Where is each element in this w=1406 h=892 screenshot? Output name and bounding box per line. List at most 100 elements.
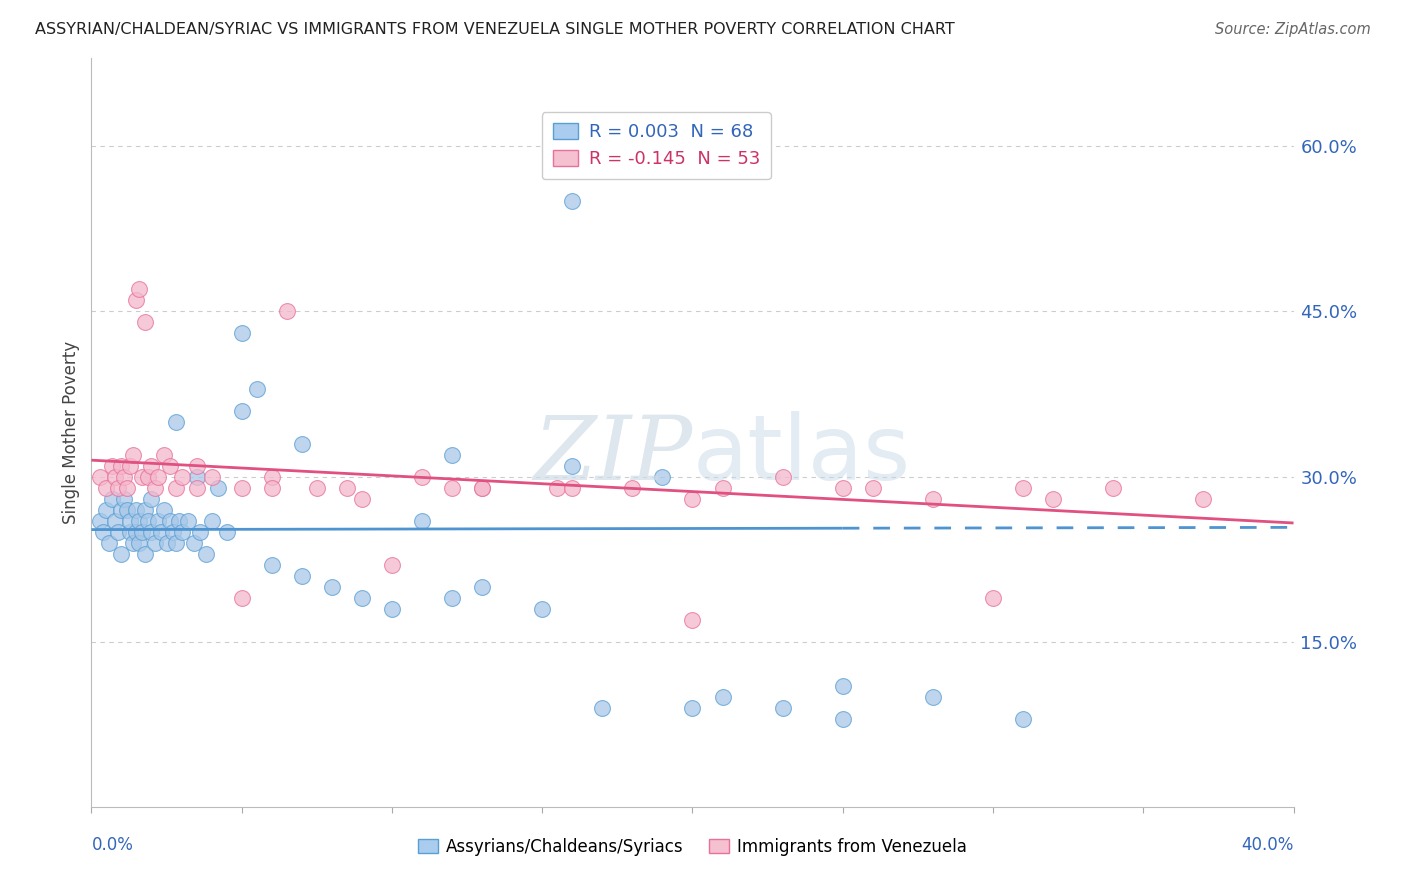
Point <box>711 481 734 495</box>
Point <box>170 524 193 539</box>
Point <box>125 293 148 308</box>
Point <box>336 481 359 495</box>
Point <box>114 469 136 483</box>
Point <box>131 524 153 539</box>
Point <box>260 481 283 495</box>
Point <box>305 481 328 495</box>
Point <box>93 524 115 539</box>
Point <box>149 524 172 539</box>
Point <box>321 580 343 594</box>
Point <box>546 481 568 495</box>
Point <box>471 481 494 495</box>
Point <box>711 690 734 704</box>
Point <box>167 514 190 528</box>
Point <box>276 304 298 318</box>
Point <box>96 481 118 495</box>
Point <box>122 536 145 550</box>
Point <box>143 536 166 550</box>
Point <box>89 469 111 483</box>
Point <box>98 536 121 550</box>
Point <box>131 469 153 483</box>
Point <box>165 536 187 550</box>
Point <box>350 591 373 605</box>
Point <box>159 458 181 473</box>
Point <box>146 469 169 483</box>
Point <box>561 481 583 495</box>
Point <box>561 194 583 209</box>
Point <box>471 580 494 594</box>
Point <box>146 514 169 528</box>
Point <box>104 469 127 483</box>
Point <box>117 481 139 495</box>
Point <box>772 701 794 715</box>
Point <box>1012 481 1035 495</box>
Point <box>561 458 583 473</box>
Point <box>125 502 148 516</box>
Point <box>114 491 136 506</box>
Point <box>138 469 160 483</box>
Point <box>104 514 127 528</box>
Point <box>231 591 253 605</box>
Point <box>411 514 433 528</box>
Point <box>215 524 238 539</box>
Text: atlas: atlas <box>692 411 911 500</box>
Point <box>440 591 463 605</box>
Point <box>291 436 314 450</box>
Point <box>440 448 463 462</box>
Y-axis label: Single Mother Poverty: Single Mother Poverty <box>62 341 80 524</box>
Point <box>201 469 224 483</box>
Point <box>1012 712 1035 726</box>
Point <box>591 701 613 715</box>
Text: 0.0%: 0.0% <box>91 836 134 854</box>
Point <box>922 690 945 704</box>
Point <box>231 481 253 495</box>
Point <box>381 602 404 616</box>
Point <box>260 558 283 572</box>
Point <box>381 558 404 572</box>
Point <box>122 448 145 462</box>
Point <box>120 524 142 539</box>
Point <box>1102 481 1125 495</box>
Point <box>621 481 644 495</box>
Point <box>155 536 177 550</box>
Point <box>862 481 884 495</box>
Point <box>772 469 794 483</box>
Point <box>1192 491 1215 506</box>
Point <box>176 514 198 528</box>
Point <box>107 524 129 539</box>
Point <box>96 502 118 516</box>
Point <box>107 481 129 495</box>
Point <box>141 458 163 473</box>
Point <box>471 481 494 495</box>
Point <box>186 481 208 495</box>
Point <box>138 514 160 528</box>
Point <box>165 481 187 495</box>
Point <box>159 514 181 528</box>
Point <box>110 502 132 516</box>
Point <box>165 415 187 429</box>
Text: ASSYRIAN/CHALDEAN/SYRIAC VS IMMIGRANTS FROM VENEZUELA SINGLE MOTHER POVERTY CORR: ASSYRIAN/CHALDEAN/SYRIAC VS IMMIGRANTS F… <box>35 22 955 37</box>
Text: 40.0%: 40.0% <box>1241 836 1294 854</box>
Point <box>681 613 703 627</box>
Point <box>201 514 224 528</box>
Point <box>152 448 174 462</box>
Point <box>350 491 373 506</box>
Text: ZIP: ZIP <box>533 412 692 499</box>
Point <box>194 547 217 561</box>
Text: Source: ZipAtlas.com: Source: ZipAtlas.com <box>1215 22 1371 37</box>
Point <box>117 502 139 516</box>
Point <box>134 547 156 561</box>
Point <box>110 547 132 561</box>
Legend: Assyrians/Chaldeans/Syriacs, Immigrants from Venezuela: Assyrians/Chaldeans/Syriacs, Immigrants … <box>411 831 974 863</box>
Point <box>246 382 269 396</box>
Point <box>125 524 148 539</box>
Point <box>101 458 124 473</box>
Point <box>186 469 208 483</box>
Point <box>411 469 433 483</box>
Point <box>260 469 283 483</box>
Point <box>188 524 211 539</box>
Point <box>89 514 111 528</box>
Point <box>128 282 150 296</box>
Point <box>531 602 554 616</box>
Point <box>440 481 463 495</box>
